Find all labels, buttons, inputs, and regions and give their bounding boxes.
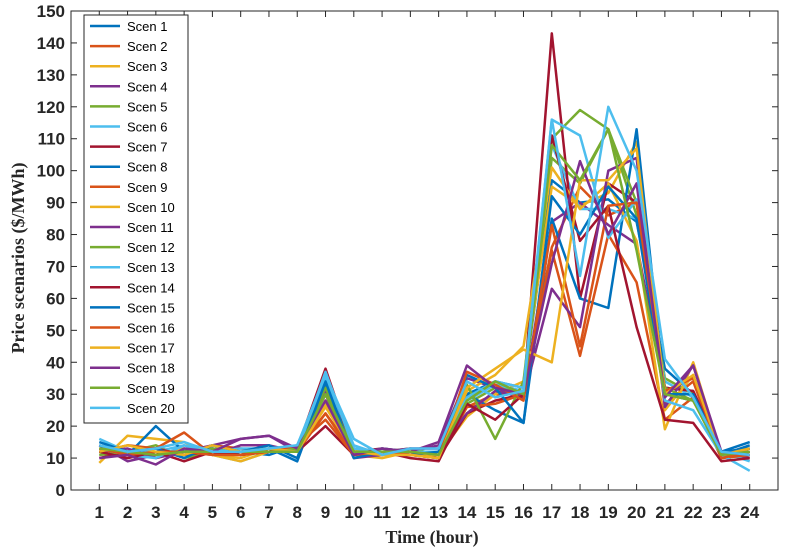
x-tick-label: 24: [740, 503, 759, 522]
legend-label: Scen 18: [127, 361, 175, 376]
y-tick-label: 100: [37, 162, 65, 181]
legend-label: Scen 6: [127, 120, 167, 135]
legend-label: Scen 3: [127, 59, 167, 74]
y-tick-label: 140: [37, 34, 65, 53]
y-tick-label: 10: [46, 449, 65, 468]
x-tick-label: 10: [344, 503, 363, 522]
legend-label: Scen 20: [127, 401, 175, 416]
x-tick-label: 21: [655, 503, 674, 522]
y-tick-label: 20: [46, 417, 65, 436]
legend-label: Scen 11: [127, 220, 174, 235]
legend-label: Scen 7: [127, 140, 167, 155]
x-tick-label: 14: [457, 503, 476, 522]
y-axis-title: Price scenarios ($/MWh): [8, 163, 29, 354]
series-line-19: [99, 127, 750, 457]
x-tick-label: 23: [712, 503, 731, 522]
x-tick-label: 6: [236, 503, 245, 522]
x-tick-label: 9: [321, 503, 330, 522]
x-axis: 1 2 3 4 5 6 7 8 9 10 11 12 13 14 15 16 17 18 19 20 21 22 23 24: [95, 11, 760, 522]
legend-label: Scen 16: [127, 321, 175, 336]
legend-label: Scen 9: [127, 180, 167, 195]
legend-label: Scen 4: [127, 79, 167, 94]
legend-label: Scen 1: [127, 19, 167, 34]
legend-label: Scen 19: [127, 381, 175, 396]
legend-label: Scen 2: [127, 39, 167, 54]
y-tick-label: 80: [46, 226, 65, 245]
plot-background: [71, 11, 778, 490]
y-tick-label: 110: [38, 130, 65, 149]
plot-area: [71, 11, 778, 490]
series-line-17: [99, 147, 750, 460]
series-line-20: [99, 105, 750, 457]
legend: Scen 1 Scen 2 Scen 3 Scen 4 Scen 5 Scen 6 Scen…: [83, 14, 189, 424]
y-tick-label: 0: [56, 481, 65, 500]
legend-label: Scen 13: [127, 260, 175, 275]
x-tick-label: 16: [514, 503, 533, 522]
y-axis: 0 10 20 30 40 50 60 70 80 90 100 110 120 130 140 150: [37, 2, 778, 500]
legend-label: Scen 17: [127, 341, 175, 356]
x-tick-label: 13: [429, 503, 448, 522]
x-tick-label: 18: [571, 503, 590, 522]
legend-label: Scen 10: [127, 200, 175, 215]
legend-label: Scen 15: [127, 300, 175, 315]
legend-label: Scen 14: [127, 280, 175, 295]
x-axis-title: Time (hour): [385, 527, 478, 548]
series-lines: [98, 32, 751, 472]
x-tick-label: 19: [599, 503, 618, 522]
x-tick-label: 17: [542, 503, 561, 522]
x-tick-label: 15: [486, 503, 505, 522]
y-tick-label: 90: [46, 194, 65, 213]
x-tick-label: 2: [123, 503, 132, 522]
legend-label: Scen 8: [127, 160, 167, 175]
x-tick-label: 5: [208, 503, 217, 522]
y-tick-label: 130: [37, 66, 65, 85]
legend-label: Scen 12: [127, 240, 175, 255]
x-tick-label: 20: [627, 503, 646, 522]
y-tick-label: 70: [46, 257, 65, 276]
y-tick-label: 40: [46, 353, 65, 372]
x-tick-label: 8: [293, 503, 302, 522]
y-tick-label: 30: [46, 385, 65, 404]
x-tick-label: 11: [373, 503, 391, 522]
x-tick-label: 7: [264, 503, 273, 522]
x-tick-label: 3: [151, 503, 160, 522]
x-tick-label: 1: [95, 503, 104, 522]
axes-frame: [70, 10, 779, 491]
legend-box: [83, 14, 189, 424]
y-tick-label: 60: [46, 289, 65, 308]
legend-label: Scen 5: [127, 99, 167, 114]
y-tick-label: 120: [37, 98, 65, 117]
x-tick-label: 12: [401, 503, 420, 522]
y-tick-label: 150: [37, 2, 65, 21]
x-tick-label: 22: [684, 503, 703, 522]
x-tick-label: 4: [179, 503, 189, 522]
y-tick-label: 50: [46, 321, 65, 340]
